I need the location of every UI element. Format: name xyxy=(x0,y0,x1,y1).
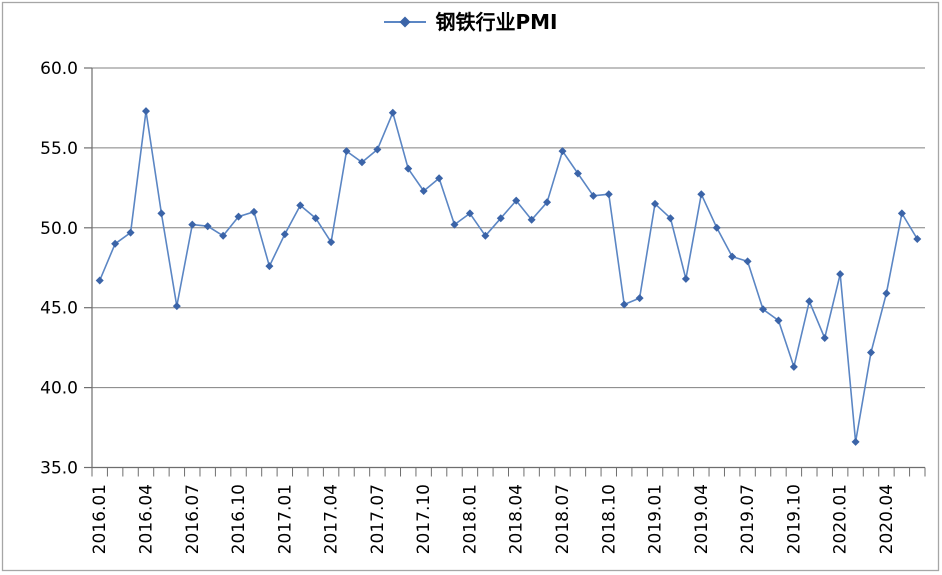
x-axis-label: 2016.01 xyxy=(90,484,110,554)
data-point-marker xyxy=(172,302,181,311)
data-point-marker xyxy=(311,214,320,223)
data-point-marker xyxy=(743,257,752,266)
legend-label: 钢铁行业PMI xyxy=(435,10,558,34)
x-axis-label: 2016.04 xyxy=(136,484,156,554)
x-axis-label: 2018.07 xyxy=(553,484,573,554)
legend-line-marker-icon xyxy=(384,16,427,28)
data-point-marker xyxy=(357,158,366,167)
data-point-marker xyxy=(95,276,104,285)
y-axis-label: 55.0 xyxy=(40,139,78,159)
data-point-marker xyxy=(265,262,274,271)
data-point-marker xyxy=(512,196,521,205)
x-axis-label: 2018.10 xyxy=(599,484,619,554)
data-point-marker xyxy=(157,209,166,218)
x-axis-label: 2017.10 xyxy=(414,484,434,554)
x-axis-label: 2019.10 xyxy=(784,484,804,554)
data-point-marker xyxy=(543,198,552,207)
x-axis-label: 2020.04 xyxy=(877,484,897,554)
x-axis-label: 2018.04 xyxy=(507,484,527,554)
data-point-marker xyxy=(450,220,459,229)
data-point-marker xyxy=(635,294,644,303)
x-axis-label: 2017.07 xyxy=(368,484,388,554)
data-point-marker xyxy=(435,174,444,183)
data-point-marker xyxy=(604,190,613,199)
data-point-marker xyxy=(188,220,197,229)
data-point-marker xyxy=(219,231,228,240)
y-axis-label: 45.0 xyxy=(40,299,78,319)
data-point-marker xyxy=(774,316,783,325)
x-axis-label: 2017.04 xyxy=(322,484,342,554)
data-point-marker xyxy=(342,147,351,156)
data-point-marker xyxy=(697,190,706,199)
data-point-marker xyxy=(712,223,721,232)
data-point-marker xyxy=(404,164,413,173)
data-point-marker xyxy=(141,107,150,116)
data-point-marker xyxy=(820,334,829,343)
data-point-marker xyxy=(111,239,120,248)
data-point-marker xyxy=(573,169,582,178)
x-axis-label: 2019.07 xyxy=(738,484,758,554)
series-line xyxy=(98,110,918,443)
x-axis-label: 2020.01 xyxy=(831,484,851,554)
data-point-marker xyxy=(620,300,629,309)
x-axis-label: 2018.01 xyxy=(460,484,480,554)
legend-diamond-icon xyxy=(399,16,411,28)
data-point-marker xyxy=(728,252,737,261)
data-point-marker xyxy=(203,222,212,231)
data-point-marker xyxy=(589,191,598,200)
data-point-marker xyxy=(465,209,474,218)
data-point-marker xyxy=(681,274,690,283)
data-point-marker xyxy=(805,297,814,306)
y-axis-label: 35.0 xyxy=(40,459,78,479)
data-point-marker xyxy=(327,238,336,247)
x-axis-label: 2016.10 xyxy=(229,484,249,554)
data-point-marker xyxy=(249,207,258,216)
y-axis-label: 40.0 xyxy=(40,379,78,399)
data-point-marker xyxy=(789,362,798,371)
data-point-marker xyxy=(481,231,490,240)
data-point-marker xyxy=(897,209,906,218)
x-axis-label: 2019.01 xyxy=(646,484,666,554)
data-point-marker xyxy=(558,147,567,156)
data-point-marker xyxy=(496,214,505,223)
data-point-marker xyxy=(126,228,135,237)
x-axis-label: 2016.07 xyxy=(183,484,203,554)
data-point-marker xyxy=(280,230,289,239)
y-axis-label: 50.0 xyxy=(40,219,78,239)
data-point-marker xyxy=(759,305,768,314)
data-point-marker xyxy=(527,215,536,224)
data-point-marker xyxy=(651,199,660,208)
data-point-marker xyxy=(836,270,845,279)
data-point-marker xyxy=(867,348,876,357)
data-point-marker xyxy=(388,108,397,117)
x-axis-label: 2019.04 xyxy=(692,484,712,554)
data-point-marker xyxy=(373,145,382,154)
data-point-marker xyxy=(296,201,305,210)
data-point-marker xyxy=(666,214,675,223)
legend: 钢铁行业PMI xyxy=(0,10,942,34)
data-point-marker xyxy=(419,187,428,196)
x-axis-label: 2017.01 xyxy=(275,484,295,554)
data-point-marker xyxy=(234,212,243,221)
data-point-marker xyxy=(851,437,860,446)
data-point-marker xyxy=(882,289,891,298)
data-point-marker xyxy=(913,234,922,243)
y-axis-label: 60.0 xyxy=(40,59,78,79)
